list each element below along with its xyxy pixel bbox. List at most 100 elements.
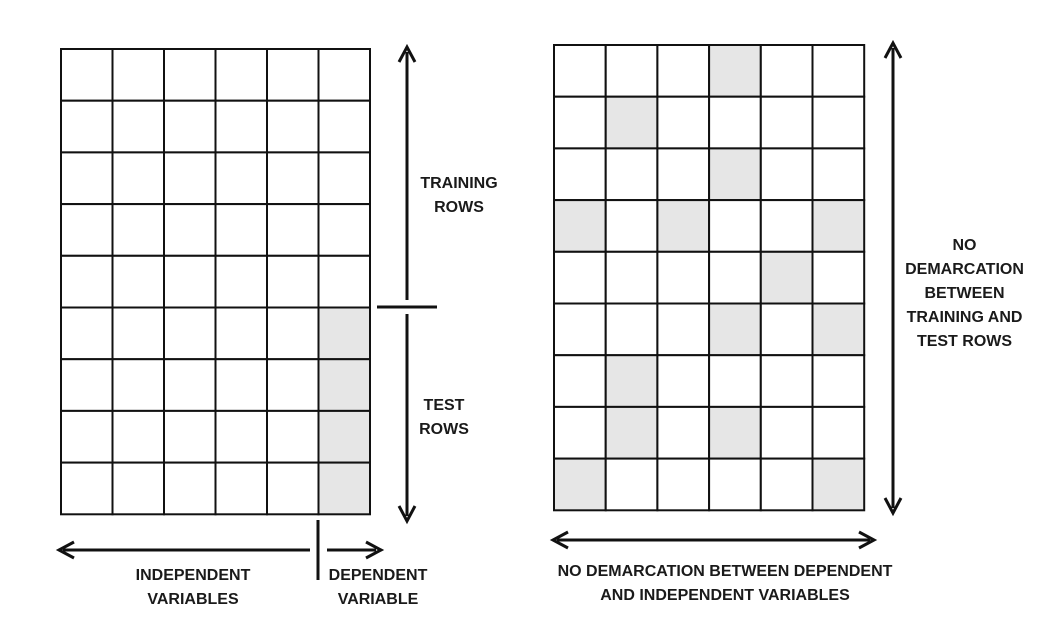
left-grid-cell: [111, 306, 165, 361]
right-grid-shaded-cell: [759, 250, 814, 305]
right-grid-cell: [811, 354, 866, 408]
right-grid-shaded-cell: [708, 44, 762, 98]
right-grid-cell: [759, 302, 814, 357]
right-grid-shaded-cell: [708, 405, 762, 460]
left-grid-cell: [163, 306, 217, 361]
right-data-grid: [553, 44, 866, 512]
right-grid-cell: [553, 95, 607, 150]
independent-variables-arrow: [55, 540, 310, 560]
left-grid-cell: [317, 48, 371, 102]
left-grid-cell: [111, 461, 165, 516]
left-grid-cell: [266, 203, 320, 257]
left-grid-cell: [266, 306, 320, 361]
left-grid-cell: [317, 99, 371, 154]
left-grid-cell: [163, 409, 217, 464]
no-variable-demarcation-label: NO DEMARCATION BETWEEN DEPENDENT AND IND…: [557, 563, 893, 604]
right-grid-cell: [656, 44, 711, 98]
right-grid-cell: [553, 250, 607, 305]
left-grid-cell: [111, 48, 165, 102]
right-grid-cell: [759, 44, 814, 98]
right-grid-cell: [604, 147, 659, 202]
right-grid-cell: [604, 199, 659, 253]
left-grid-shaded-cell: [317, 358, 371, 412]
left-grid-cell: [60, 151, 114, 206]
left-grid-cell: [60, 461, 114, 516]
right-grid-cell: [553, 302, 607, 357]
left-grid-cell: [266, 461, 320, 516]
left-grid-cell: [60, 254, 114, 309]
right-grid-cell: [811, 44, 866, 98]
right-grid-cell: [708, 199, 762, 253]
left-grid-cell: [266, 99, 320, 154]
left-grid-shaded-cell: [317, 306, 371, 361]
right-grid-cell: [759, 147, 814, 202]
right-grid-cell: [604, 457, 659, 512]
right-grid-cell: [656, 457, 711, 512]
right-grid-cell: [759, 199, 814, 253]
left-grid-cell: [214, 99, 268, 154]
right-grid-cell: [656, 405, 711, 460]
training-rows-arrow: [397, 43, 417, 300]
left-grid-cell: [214, 48, 268, 102]
left-grid-cell: [214, 151, 268, 206]
test-rows-label: TEST ROWS: [419, 397, 469, 438]
right-grid-cell: [708, 354, 762, 408]
right-grid-cell: [759, 95, 814, 150]
right-grid-cell: [656, 95, 711, 150]
right-grid-cell: [708, 250, 762, 305]
left-grid-cell: [266, 254, 320, 309]
left-data-grid: [60, 48, 371, 516]
right-grid-shaded-cell: [708, 147, 762, 202]
left-grid-cell: [60, 358, 114, 412]
right-grid-cell: [656, 250, 711, 305]
right-grid-shaded-cell: [656, 199, 711, 253]
left-grid-cell: [60, 99, 114, 154]
left-grid-cell: [317, 254, 371, 309]
right-grid-cell: [708, 95, 762, 150]
left-grid-cell: [111, 409, 165, 464]
right-grid-cell: [553, 354, 607, 408]
right-grid-cell: [759, 354, 814, 408]
left-grid-cell: [317, 151, 371, 206]
training-rows-label: TRAINING ROWS: [420, 175, 498, 216]
left-grid-cell: [214, 358, 268, 412]
no-row-demarcation-label: NO DEMARCATION BETWEEN TRAINING AND TEST…: [905, 237, 1024, 350]
left-grid-cell: [214, 461, 268, 516]
right-grid-shaded-cell: [604, 95, 659, 150]
left-grid-cell: [60, 48, 114, 102]
right-grid-cell: [708, 457, 762, 512]
right-grid-cell: [759, 457, 814, 512]
left-grid-cell: [266, 409, 320, 464]
left-grid-cell: [163, 48, 217, 102]
left-grid-cell: [214, 254, 268, 309]
dependent-variable-label: DEPENDENT VARIABLE: [328, 567, 428, 608]
right-grid-cell: [759, 405, 814, 460]
left-grid-cell: [163, 461, 217, 516]
left-grid-cell: [60, 409, 114, 464]
independent-variables-label: INDEPENDENT VARIABLES: [135, 567, 251, 608]
right-grid-cell: [604, 250, 659, 305]
left-grid-cell: [163, 358, 217, 412]
left-grid-cell: [60, 306, 114, 361]
left-grid-cell: [317, 203, 371, 257]
right-grid-cell: [811, 95, 866, 150]
left-grid-cell: [266, 358, 320, 412]
right-grid-cell: [811, 250, 866, 305]
left-grid-cell: [111, 203, 165, 257]
left-grid-cell: [214, 203, 268, 257]
left-grid-cell: [163, 254, 217, 309]
right-grid-shaded-cell: [553, 457, 607, 512]
right-grid-cell: [553, 147, 607, 202]
right-grid-cell: [656, 147, 711, 202]
left-grid-cell: [111, 151, 165, 206]
left-grid-cell: [111, 99, 165, 154]
left-grid-cell: [163, 203, 217, 257]
left-grid-cell: [214, 306, 268, 361]
left-grid-cell: [266, 48, 320, 102]
right-grid-cell: [811, 147, 866, 202]
right-grid-shaded-cell: [708, 302, 762, 357]
left-grid-cell: [163, 99, 217, 154]
right-grid-cell: [656, 302, 711, 357]
